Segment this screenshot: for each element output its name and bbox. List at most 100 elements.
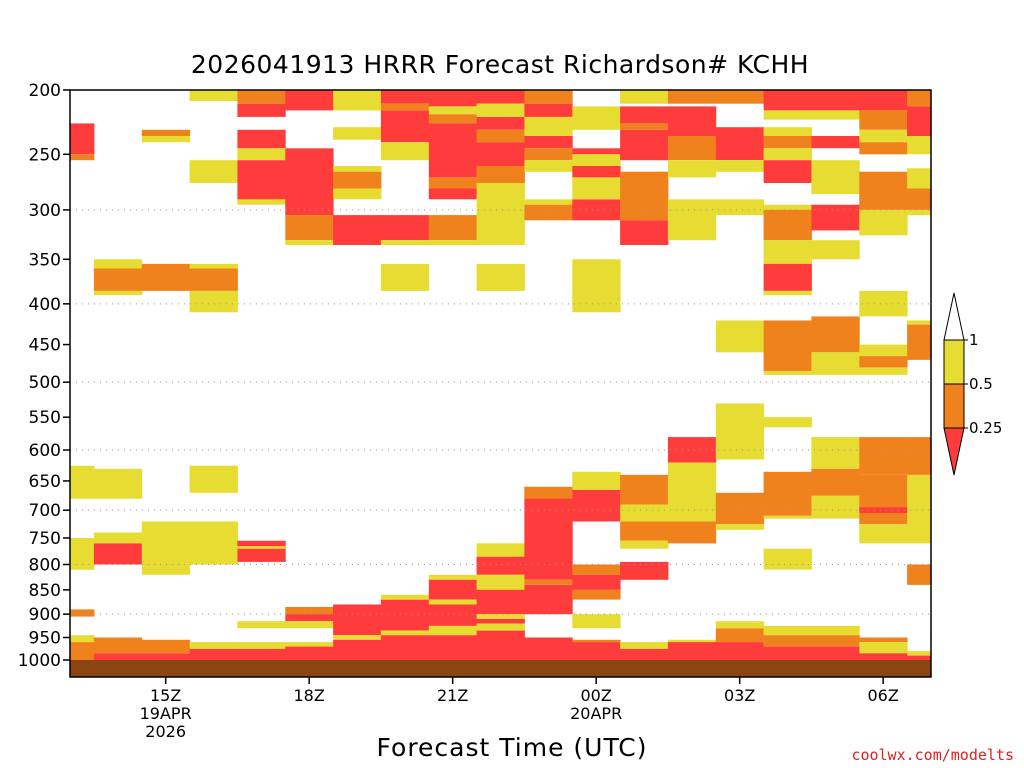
ground-cell <box>811 660 860 677</box>
ri-cell <box>620 648 669 660</box>
ri-cell <box>476 630 525 660</box>
ri-cell <box>380 599 430 631</box>
ri-cell <box>237 148 286 161</box>
ri-cell <box>524 160 573 172</box>
ground-cell <box>715 660 765 677</box>
ri-cell <box>237 648 286 660</box>
ri-cell <box>907 655 931 660</box>
ri-cell <box>667 462 717 522</box>
y-tick-label: 900 <box>29 605 61 625</box>
ri-cell <box>763 240 812 260</box>
ri-cell <box>141 263 191 291</box>
y-tick-label: 600 <box>29 441 61 461</box>
ri-cell <box>667 136 717 161</box>
ri-cell <box>189 521 238 565</box>
ri-cell <box>189 160 238 183</box>
ri-cell <box>763 548 812 570</box>
ri-cell <box>285 614 334 622</box>
ri-cell <box>141 639 191 654</box>
ri-cell <box>811 437 860 469</box>
ri-cell <box>667 437 717 463</box>
ri-cell <box>524 637 573 660</box>
ri-cell <box>572 639 621 643</box>
ri-cell <box>907 168 931 189</box>
ri-cell <box>859 90 908 111</box>
ground-cell <box>380 660 430 677</box>
ri-cell <box>333 127 382 140</box>
ri-cell <box>572 259 621 313</box>
ground-cell <box>141 660 191 677</box>
ri-cell <box>70 609 95 617</box>
ri-cell <box>189 290 238 313</box>
ri-cell <box>859 356 908 368</box>
ground-cell <box>667 660 717 677</box>
y-tick-label: 1000 <box>18 651 61 671</box>
ri-cell <box>715 199 765 216</box>
ri-cell <box>333 604 382 636</box>
y-tick-label: 500 <box>29 373 61 393</box>
ri-cell <box>715 160 765 172</box>
ri-cell <box>667 642 717 660</box>
y-tick-label: 650 <box>29 472 61 492</box>
ri-cell <box>380 240 430 246</box>
ri-cell <box>524 103 573 117</box>
ri-cell <box>763 471 812 516</box>
ri-cell <box>811 352 860 375</box>
ri-cell <box>620 129 669 161</box>
ri-cell <box>70 123 95 155</box>
ground-cell <box>333 660 382 677</box>
ri-cell <box>811 646 860 660</box>
y-tick-label: 300 <box>29 201 61 221</box>
ri-cell <box>859 110 908 130</box>
ri-cell <box>811 204 860 231</box>
x-tick-label: 19APR <box>140 704 192 723</box>
credit-link[interactable]: coolwx.com/modelts <box>851 746 1014 764</box>
ri-cell <box>715 628 765 643</box>
x-tick-label: 06Z <box>868 686 899 705</box>
ri-cell <box>476 623 525 631</box>
ground-cell <box>93 660 143 677</box>
ri-cell <box>380 90 430 104</box>
ri-cell <box>428 188 478 200</box>
ri-cell <box>380 103 430 111</box>
ri-cell <box>572 642 621 660</box>
ri-cell <box>428 215 478 241</box>
x-tick-label: 20APR <box>570 704 622 723</box>
heatmap-cells <box>70 90 931 677</box>
ri-cell <box>141 653 191 660</box>
ri-cell <box>524 504 573 555</box>
ri-cell <box>907 324 931 360</box>
ri-cell <box>715 524 765 530</box>
ri-cell <box>237 160 286 200</box>
ri-cell <box>572 166 621 178</box>
ri-cell <box>715 320 765 353</box>
ri-cell <box>763 127 812 136</box>
ri-cell <box>859 344 908 357</box>
ri-cell <box>93 259 143 269</box>
ground-cell <box>70 660 95 677</box>
ri-cell <box>380 630 430 636</box>
ri-cell <box>285 148 334 216</box>
ground-cell <box>763 660 812 677</box>
ri-cell <box>524 199 573 205</box>
colorbar-legend: 1 0.5 0.25 <box>943 292 1002 476</box>
ri-cell <box>380 110 430 143</box>
ri-cell <box>70 465 95 499</box>
ri-cell <box>93 290 143 296</box>
ri-cell <box>907 320 931 325</box>
ri-cell <box>620 123 669 130</box>
ri-cell <box>859 209 908 236</box>
ri-cell <box>667 90 717 104</box>
ri-cell <box>285 642 334 647</box>
y-tick-label: 800 <box>29 555 61 575</box>
colorbar-segment <box>943 383 965 429</box>
ri-cell <box>476 166 525 183</box>
ri-cell <box>476 574 525 590</box>
ri-cell <box>763 320 812 372</box>
ri-cell <box>763 204 812 210</box>
ri-cell <box>524 148 573 161</box>
ri-cell <box>285 90 334 111</box>
ri-cell <box>620 474 669 505</box>
ri-cell <box>572 614 621 629</box>
